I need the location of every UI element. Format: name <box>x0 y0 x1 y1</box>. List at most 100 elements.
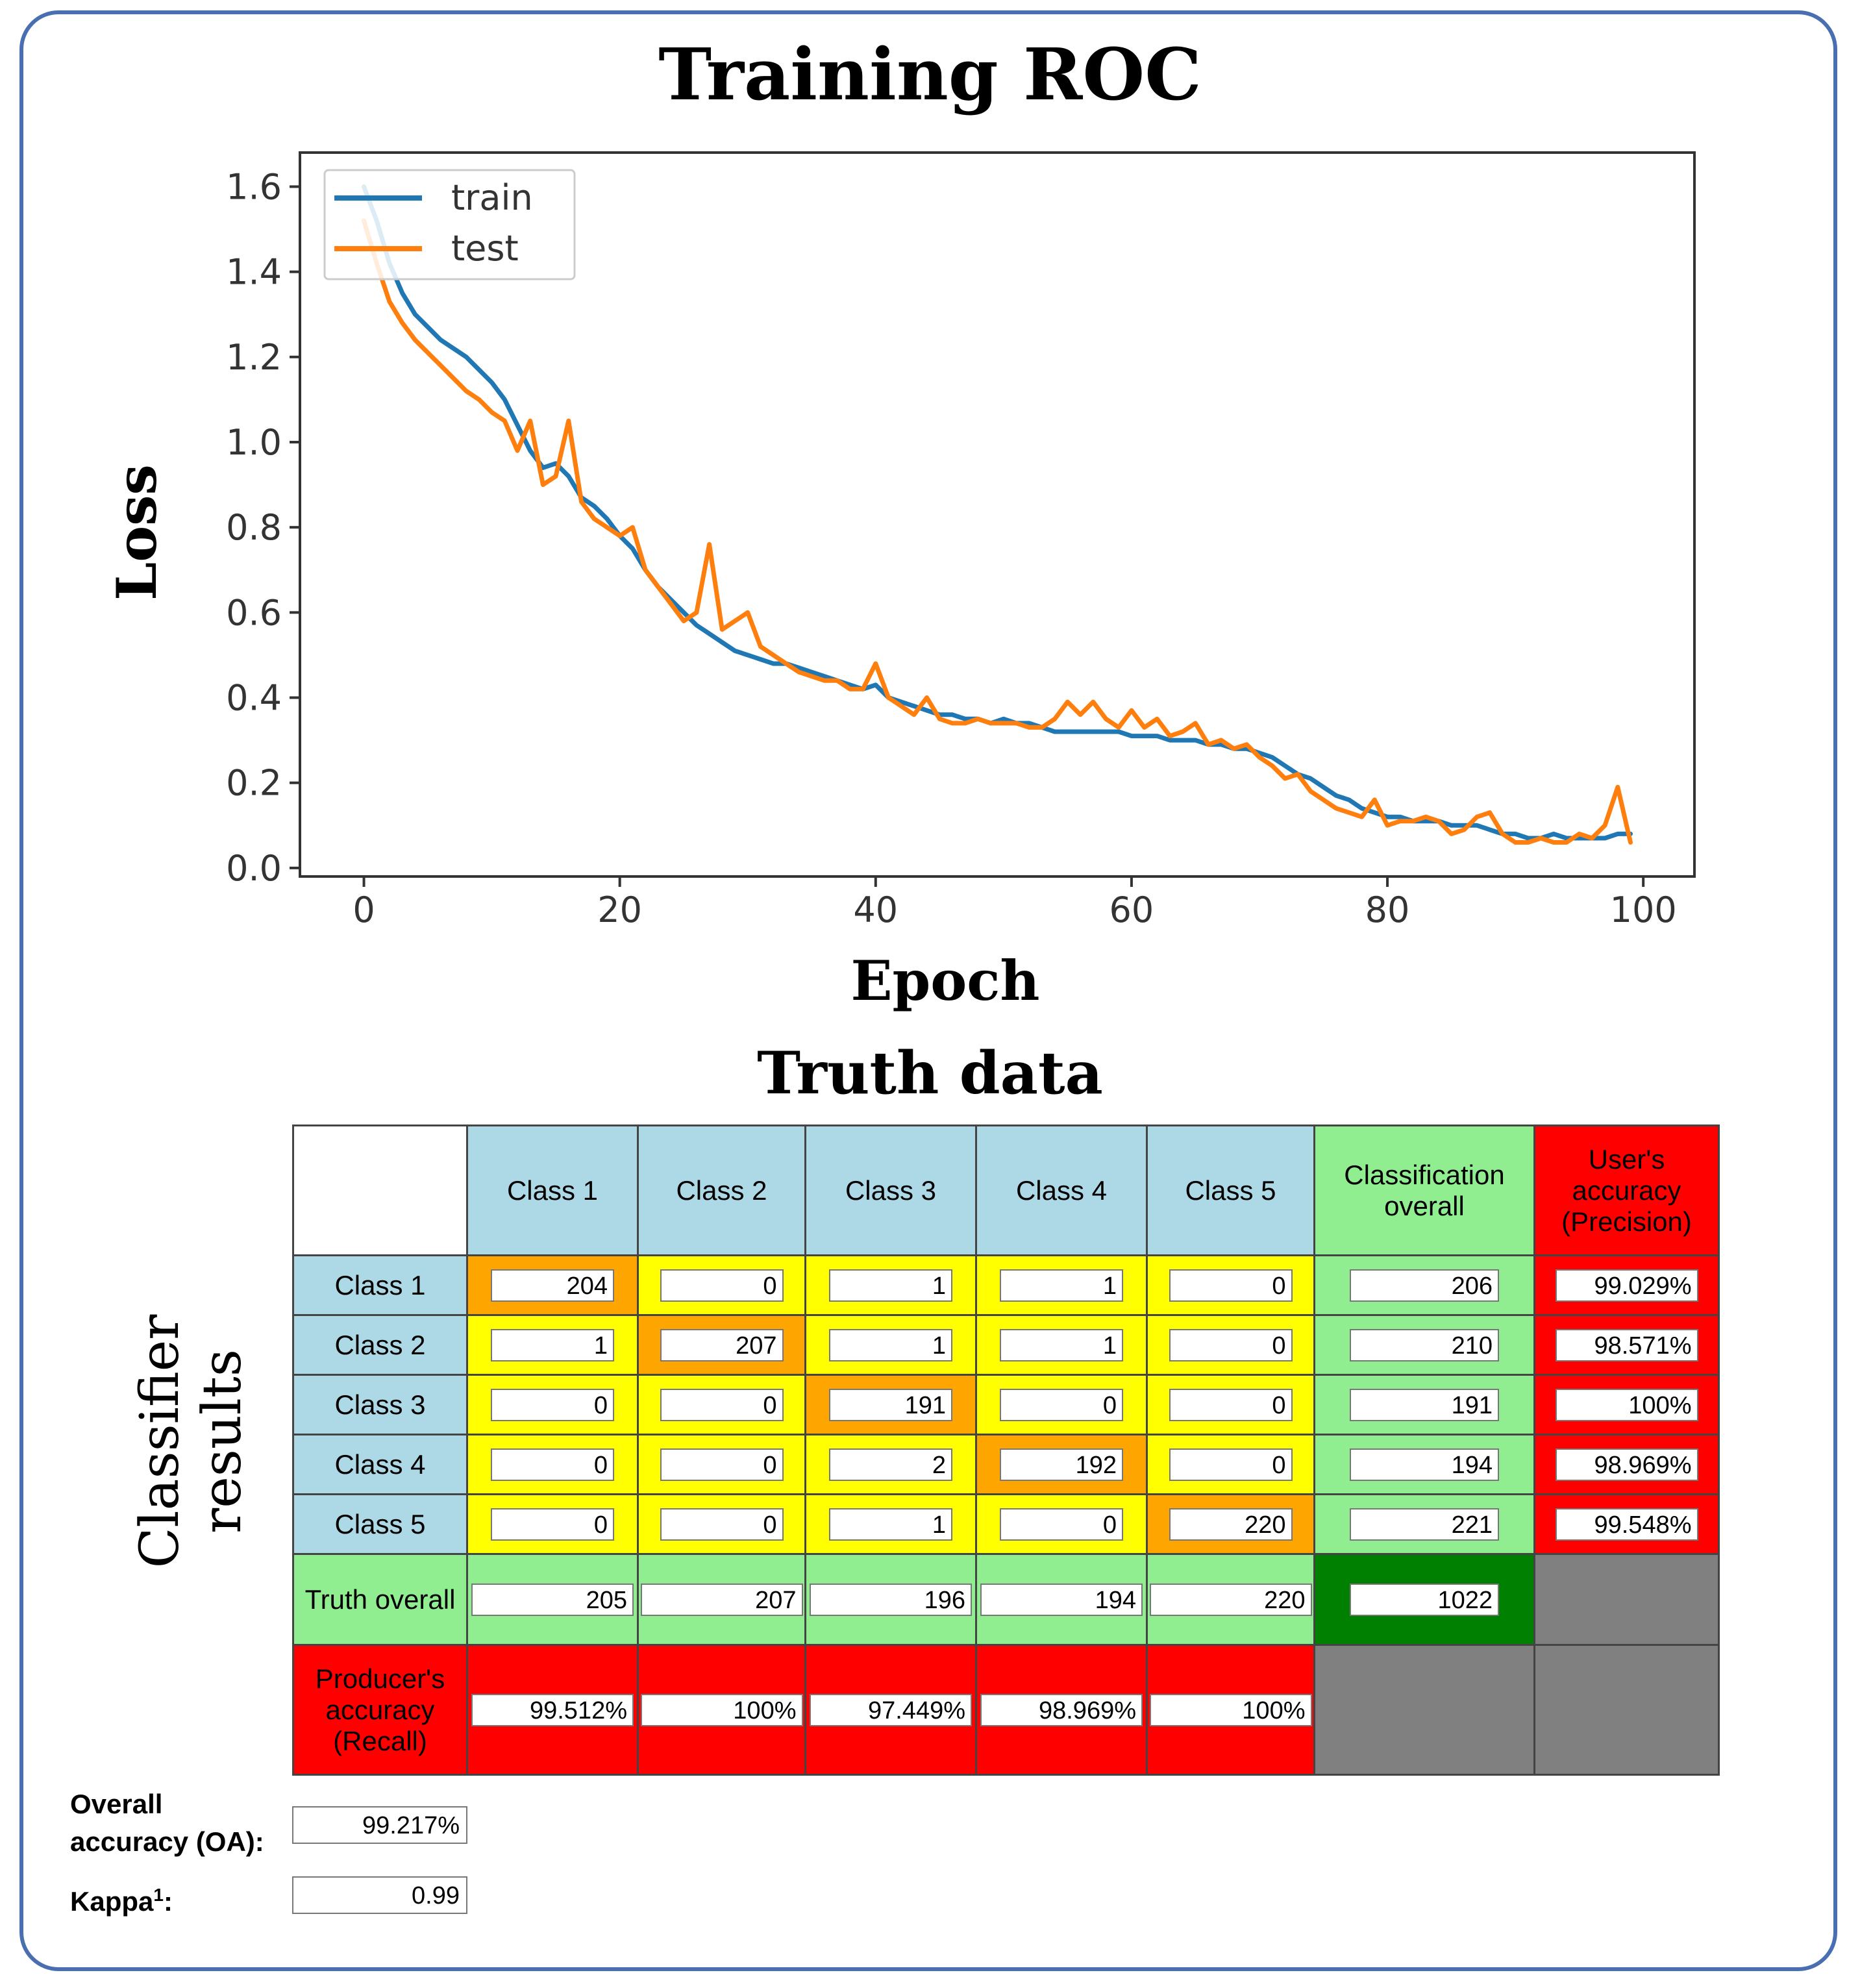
producers-accuracy-cell: 99.512% <box>466 1644 639 1776</box>
matrix-cell: 0 <box>975 1493 1148 1555</box>
matrix-cell-value: 2 <box>829 1448 952 1482</box>
kappa-colon: : <box>163 1886 173 1917</box>
matrix-cell: 0 <box>637 1434 806 1495</box>
classification-overall-cell: 194 <box>1313 1434 1535 1495</box>
truth-overall-value: 205 <box>471 1584 634 1617</box>
kappa-label-text: Kappa <box>70 1886 154 1917</box>
producers-accuracy-cell: 100% <box>1146 1644 1315 1776</box>
truth-overall-value: 220 <box>1149 1584 1312 1617</box>
truth-overall-value: 194 <box>980 1584 1143 1617</box>
y-tick-label: 0.2 <box>226 763 282 804</box>
row-header-class-1: Class 1 <box>292 1254 468 1316</box>
matrix-cell: 0 <box>637 1254 806 1316</box>
table-title: Truth data <box>757 1039 1103 1108</box>
col-header-users-accuracy: User's accuracy (Precision) <box>1533 1124 1720 1256</box>
matrix-cell-value: 0 <box>491 1389 614 1422</box>
matrix-cell-value: 0 <box>1169 1269 1293 1302</box>
side-label-line1: Classifier <box>129 1314 191 1569</box>
loss-chart: 0 20 40 60 80 1000.00.20.40.60.81.01.21.41.6 … <box>105 151 1696 1013</box>
matrix-cell: 1 <box>975 1314 1148 1376</box>
matrix-cell: 207 <box>637 1314 806 1376</box>
corner-cell <box>292 1124 468 1256</box>
y-tick-label: 0.6 <box>226 592 282 633</box>
matrix-cell: 0 <box>1146 1374 1315 1435</box>
col-header-class-1: Class 1 <box>466 1124 639 1256</box>
users-accuracy-value: 98.969% <box>1555 1448 1698 1482</box>
truth-overall-cell: 207 <box>637 1553 806 1646</box>
classification-overall-value: 221 <box>1350 1508 1499 1541</box>
matrix-cell-value: 192 <box>1000 1448 1123 1482</box>
kappa-label: Kappa1: <box>70 1876 173 1920</box>
matrix-cell-value: 0 <box>1169 1329 1293 1362</box>
users-accuracy-value: 99.548% <box>1555 1508 1698 1541</box>
users-accuracy-value: 100% <box>1555 1389 1698 1422</box>
producers-accuracy-cell: 100% <box>637 1644 806 1776</box>
truth-overall-value: 207 <box>640 1584 803 1617</box>
oa-label: Overall accuracy (OA): <box>70 1785 264 1861</box>
matrix-row: Class 5 0 0 1 0 220 221 99.548% <box>292 1493 1720 1555</box>
empty-gray-cell <box>1533 1553 1720 1646</box>
matrix-cell-value: 1 <box>491 1329 614 1362</box>
y-tick-label: 1.4 <box>226 252 282 293</box>
x-tick-label: 40 <box>853 889 898 930</box>
matrix-row: Class 2 1 207 1 1 0 210 98.571% <box>292 1314 1720 1376</box>
oa-value: 99.217% <box>292 1806 467 1844</box>
matrix-cell-value: 0 <box>660 1508 784 1541</box>
matrix-row: Class 3 0 0 191 0 0 191 100% <box>292 1374 1720 1435</box>
matrix-cell-value: 220 <box>1169 1508 1293 1541</box>
x-tick-label: 0 <box>353 889 375 930</box>
matrix-cell-value: 207 <box>660 1329 784 1362</box>
users-accuracy-cell: 98.969% <box>1533 1434 1720 1495</box>
producers-accuracy-value: 99.512% <box>471 1694 634 1727</box>
matrix-cell: 191 <box>804 1374 977 1435</box>
matrix-cell-value: 0 <box>660 1389 784 1422</box>
classification-overall-value: 191 <box>1350 1389 1499 1422</box>
matrix-cell-value: 1 <box>829 1329 952 1362</box>
users-accuracy-value: 99.029% <box>1555 1269 1698 1302</box>
matrix-cell: 1 <box>804 1254 977 1316</box>
matrix-cell-value: 204 <box>491 1269 614 1302</box>
matrix-cell-value: 0 <box>660 1269 784 1302</box>
matrix-cell: 0 <box>975 1374 1148 1435</box>
matrix-cell: 2 <box>804 1434 977 1495</box>
kappa-superscript: 1 <box>153 1885 164 1905</box>
producers-accuracy-cell: 98.969% <box>975 1644 1148 1776</box>
matrix-cell-value: 1 <box>1000 1269 1123 1302</box>
confusion-matrix-table: Class 1 Class 2 Class 3 Class 4 Class 5 … <box>292 1124 1720 1776</box>
truth-overall-cell: 205 <box>466 1553 639 1646</box>
classification-overall-cell: 210 <box>1313 1314 1535 1376</box>
x-tick-label: 60 <box>1110 889 1154 930</box>
matrix-cell: 1 <box>975 1254 1148 1316</box>
figure-frame <box>19 10 1837 1971</box>
classification-overall-cell: 221 <box>1313 1493 1535 1555</box>
row-header-producers-accuracy: Producer's accuracy (Recall) <box>292 1644 468 1776</box>
y-tick-label: 1.2 <box>226 337 282 378</box>
users-accuracy-cell: 99.548% <box>1533 1493 1720 1555</box>
classification-overall-cell: 191 <box>1313 1374 1535 1435</box>
matrix-cell: 204 <box>466 1254 639 1316</box>
y-tick-label: 0.8 <box>226 507 282 548</box>
matrix-cell: 0 <box>466 1493 639 1555</box>
series-line-test <box>362 218 1633 845</box>
truth-overall-cell: 220 <box>1146 1553 1315 1646</box>
matrix-row: Class 1 204 0 1 1 0 206 99.029% <box>292 1254 1720 1316</box>
matrix-cell-value: 0 <box>660 1448 784 1482</box>
y-tick-label: 0.4 <box>226 678 282 719</box>
x-tick-label: 100 <box>1610 889 1677 930</box>
empty-gray-cell <box>1313 1644 1535 1776</box>
matrix-cell: 220 <box>1146 1493 1315 1555</box>
matrix-cell-value: 0 <box>1000 1508 1123 1541</box>
col-header-class-5: Class 5 <box>1146 1124 1315 1256</box>
empty-gray-cell <box>1533 1644 1720 1776</box>
row-header-class-5: Class 5 <box>292 1493 468 1555</box>
matrix-cell: 1 <box>466 1314 639 1376</box>
users-accuracy-value: 98.571% <box>1555 1329 1698 1362</box>
classification-overall-value: 206 <box>1350 1269 1499 1302</box>
oa-label-line1: Overall <box>70 1789 163 1819</box>
grand-total-cell: 1022 <box>1313 1553 1535 1646</box>
matrix-cell-value: 191 <box>829 1389 952 1422</box>
row-header-class-3: Class 3 <box>292 1374 468 1435</box>
y-tick-label: 1.6 <box>226 166 282 207</box>
matrix-cell: 0 <box>637 1374 806 1435</box>
matrix-cell-value: 1 <box>829 1508 952 1541</box>
